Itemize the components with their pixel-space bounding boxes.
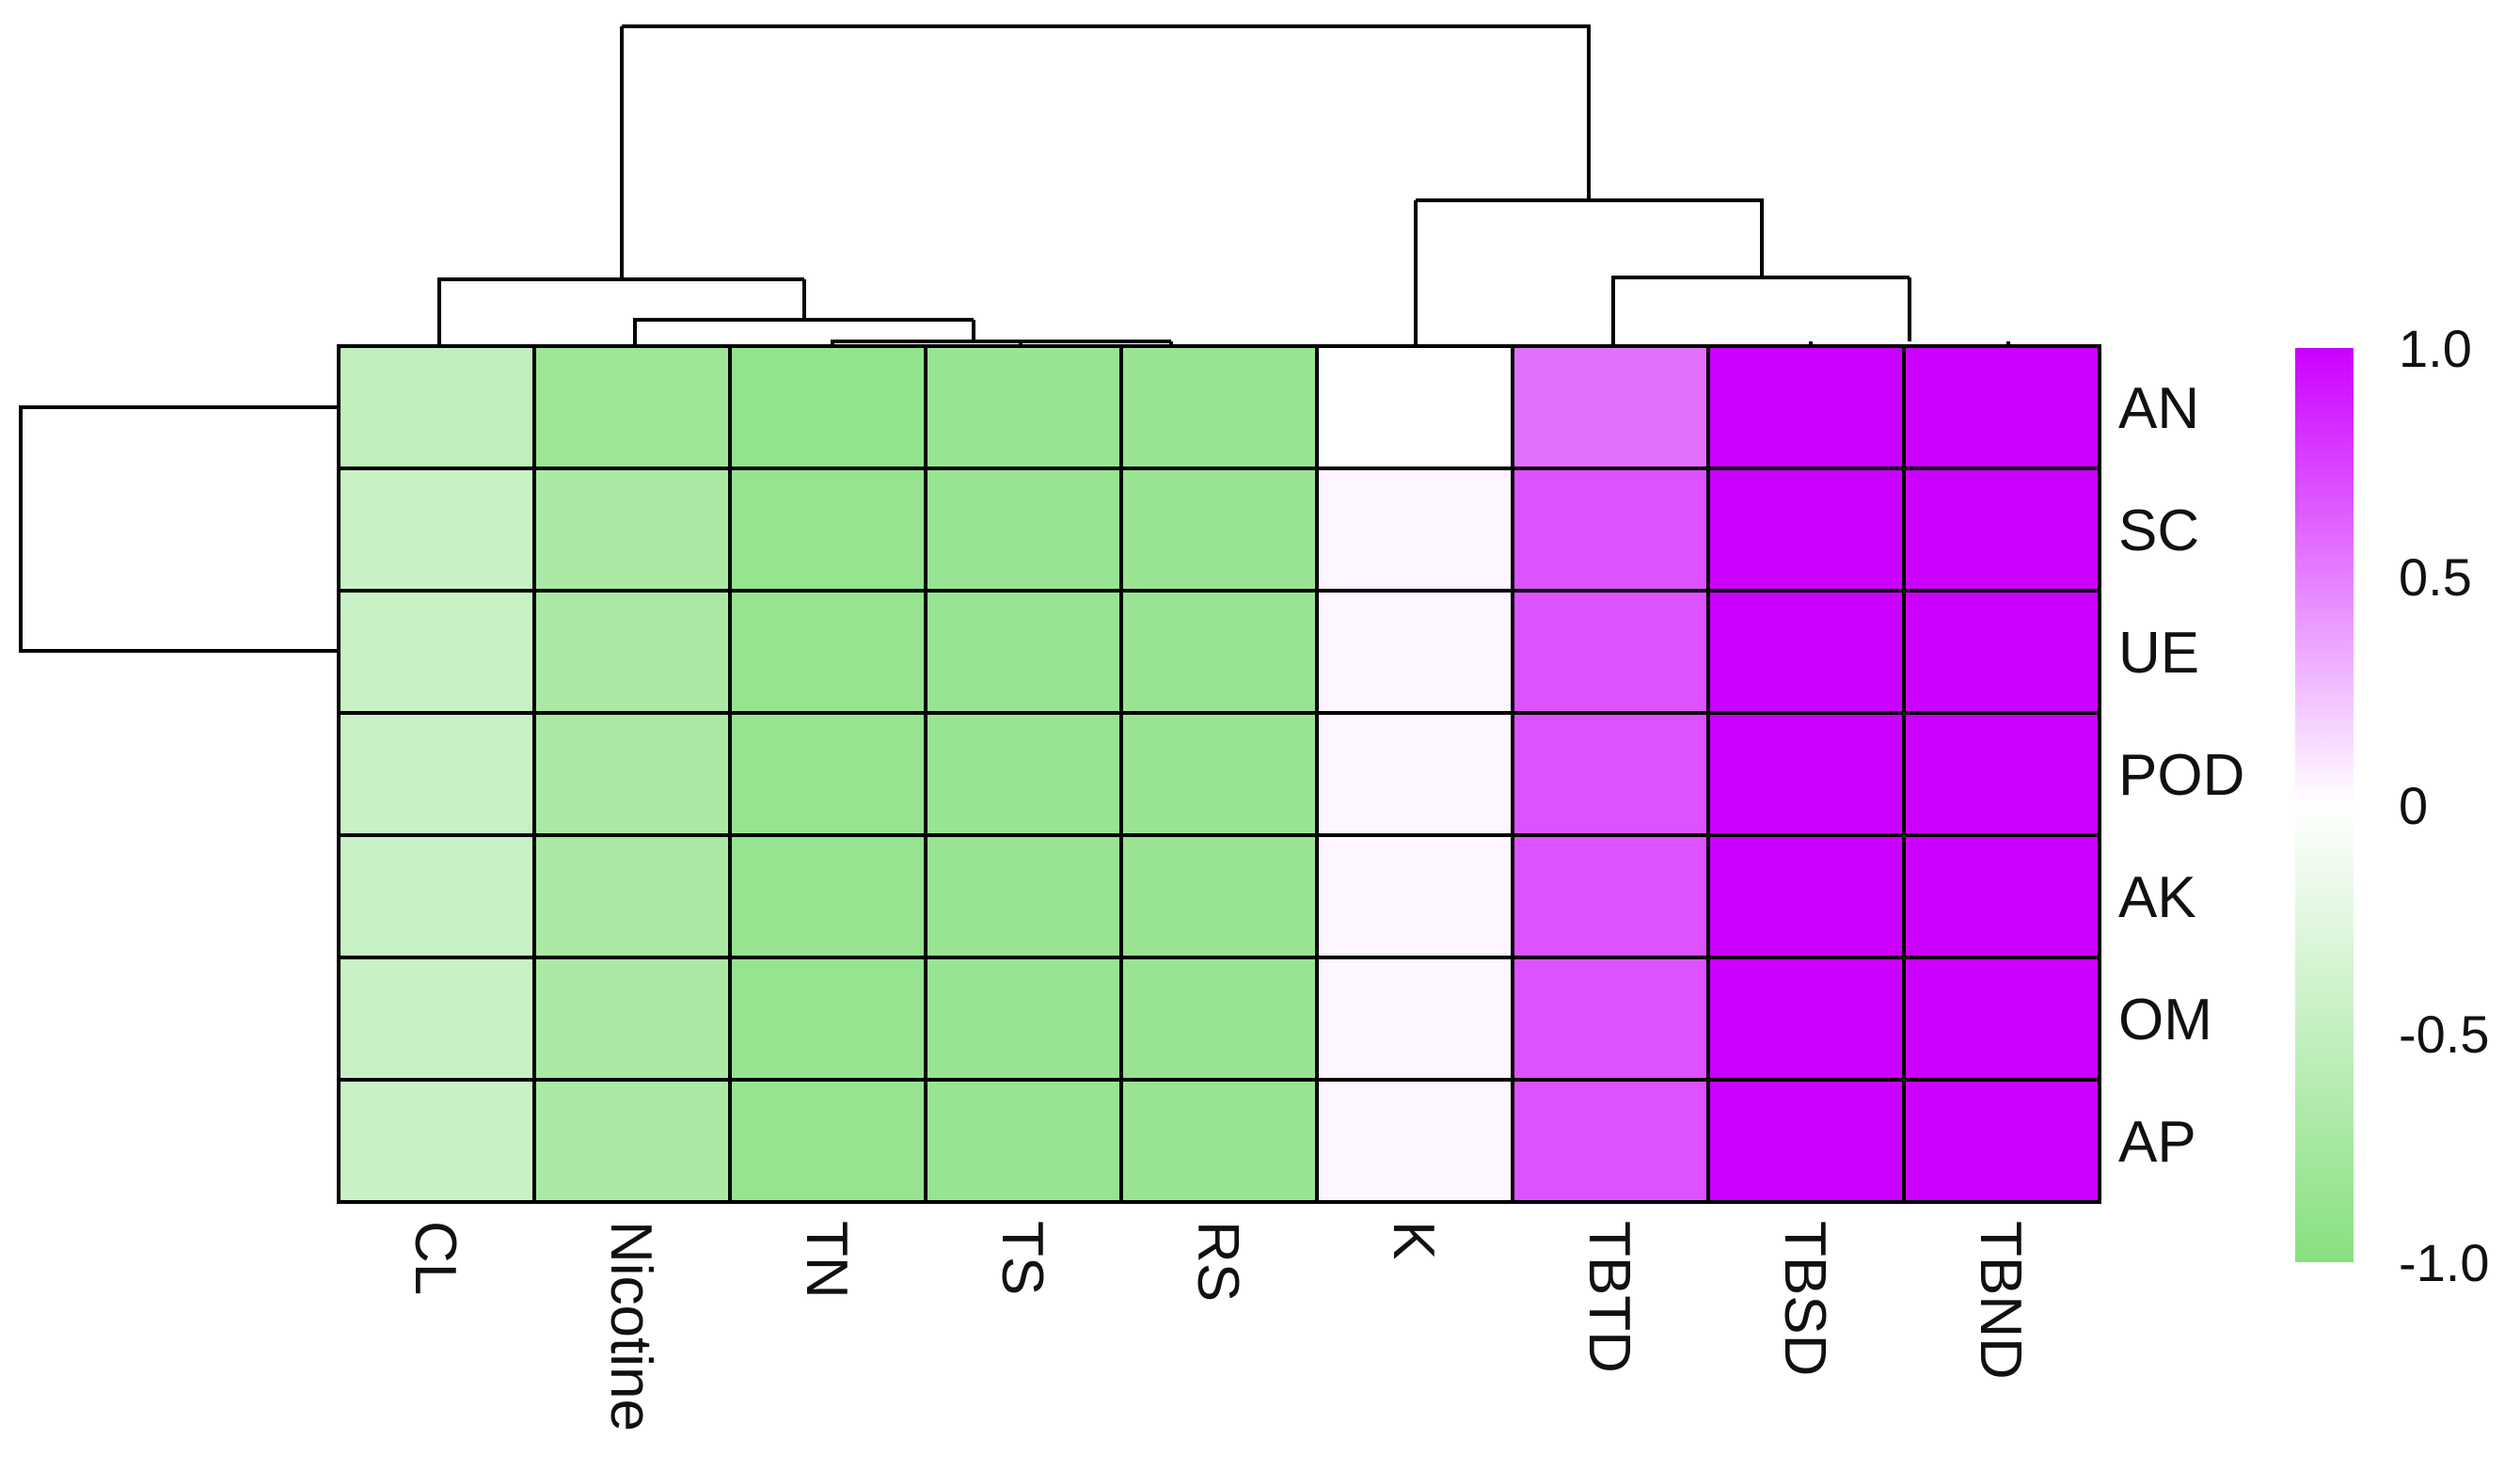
row-label-sc: SC [2118,498,2199,563]
row-label-pod: POD [2118,743,2244,808]
cell-pod-rs [1119,711,1319,837]
cell-ap-tbtd [1511,1078,1710,1204]
cell-om-tbsd [1706,956,1906,1082]
cell-om-k [1315,956,1514,1082]
cell-pod-tbnd [1902,711,2101,837]
cell-sc-tbnd [1902,467,2101,593]
legend-tick-label: -1.0 [2399,1233,2490,1292]
cell-om-ts [924,956,1123,1082]
column-label-cl: CL [403,1221,468,1295]
cell-an-tbtd [1511,344,1710,470]
cell-an-tbnd [1902,344,2101,470]
cell-pod-k [1315,711,1514,837]
cell-sc-tbsd [1706,467,1906,593]
cell-om-tn [728,956,927,1082]
cell-an-rs [1119,344,1319,470]
cell-pod-cl [337,711,536,837]
cell-ak-tbsd [1706,833,1906,959]
cell-om-rs [1119,956,1319,1082]
legend-tick-label: 1.0 [2399,319,2472,378]
cell-ue-tbtd [1511,589,1710,715]
cell-ap-tn [728,1078,927,1204]
cell-ak-cl [337,833,536,959]
row-dendrogram-branches [19,405,339,653]
cell-ap-k [1315,1078,1514,1204]
cell-sc-tbtd [1511,467,1710,593]
cell-ue-tbsd [1706,589,1906,715]
cell-ue-k [1315,589,1514,715]
cell-sc-nicotine [532,467,732,593]
cell-an-cl [337,344,536,470]
cell-sc-k [1315,467,1514,593]
cell-an-tbsd [1706,344,1906,470]
cell-ak-rs [1119,833,1319,959]
cell-pod-tbtd [1511,711,1710,837]
column-label-ts: TS [990,1221,1054,1295]
column-label-k: K [1381,1221,1446,1259]
cell-an-nicotine [532,344,732,470]
column-label-tbnd: TBND [1968,1221,2033,1380]
cell-pod-tbsd [1706,711,1906,837]
cell-ap-tbnd [1902,1078,2101,1204]
cell-pod-nicotine [532,711,732,837]
row-label-ap: AP [2118,1110,2196,1175]
cell-pod-ts [924,711,1123,837]
color-legend-bar [2295,348,2354,1262]
column-label-tbsd: TBSD [1772,1221,1837,1376]
color-legend-ticks: 1.0 0.5 0 -0.5 -1.0 [2399,319,2490,1292]
cell-sc-cl [337,467,536,593]
cell-om-nicotine [532,956,732,1082]
cell-ue-tbnd [1902,589,2101,715]
cell-ap-cl [337,1078,536,1204]
legend-tick-label: 0 [2399,776,2428,835]
cell-an-tn [728,344,927,470]
cell-ak-tbtd [1511,833,1710,959]
cell-pod-tn [728,711,927,837]
cell-ue-cl [337,589,536,715]
cell-ue-tn [728,589,927,715]
color-legend: 1.0 0.5 0 -0.5 -1.0 [2295,319,2490,1292]
cell-ap-tbsd [1706,1078,1906,1204]
row-label-om: OM [2118,988,2212,1052]
legend-tick-label: 0.5 [2399,547,2472,607]
heatmap-cells [337,344,2101,1204]
cell-an-ts [924,344,1123,470]
cell-ue-rs [1119,589,1319,715]
row-label-ue: UE [2118,621,2199,686]
cell-ak-k [1315,833,1514,959]
cell-an-k [1315,344,1514,470]
column-label-tn: TN [794,1221,859,1299]
cell-ue-nicotine [532,589,732,715]
cell-om-tbnd [1902,956,2101,1082]
cell-ue-ts [924,589,1123,715]
cell-om-cl [337,956,536,1082]
cell-ak-tbnd [1902,833,2101,959]
row-label-ak: AK [2118,865,2196,930]
column-dendrogram [437,24,2010,346]
cell-sc-rs [1119,467,1319,593]
column-label-rs: RS [1185,1221,1250,1302]
cell-ak-tn [728,833,927,959]
cell-ap-rs [1119,1078,1319,1204]
column-label-nicotine: Nicotine [598,1221,663,1431]
cell-ak-ts [924,833,1123,959]
cell-sc-tn [728,467,927,593]
column-labels: CL Nicotine TN TS RS K TBTD TBSD TBND [403,1221,2033,1431]
cell-ak-nicotine [532,833,732,959]
cell-ap-nicotine [532,1078,732,1204]
cell-ap-ts [924,1078,1123,1204]
column-label-tbtd: TBTD [1577,1221,1641,1373]
cell-om-tbtd [1511,956,1710,1082]
row-labels: AN SC UE POD AK OM AP [2118,376,2244,1175]
row-dendrogram [19,405,339,653]
column-dendrogram-branches [437,24,2010,346]
legend-tick-label: -0.5 [2399,1004,2490,1064]
row-label-an: AN [2118,376,2199,441]
cell-sc-ts [924,467,1123,593]
